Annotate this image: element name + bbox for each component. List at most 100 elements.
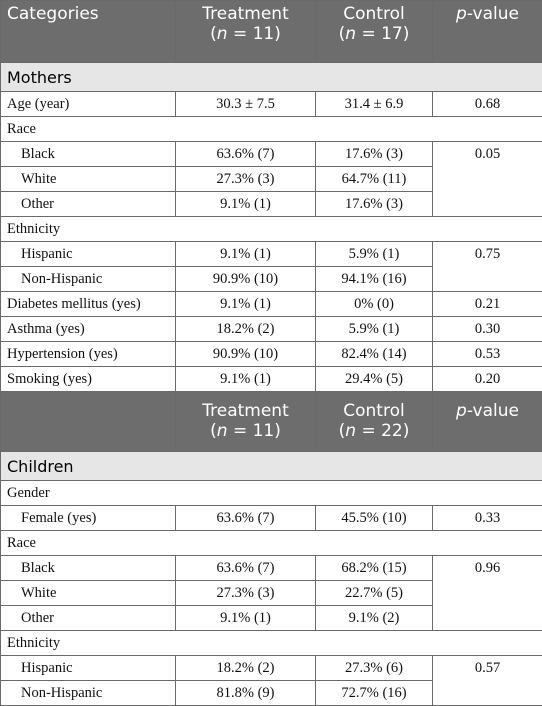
cell-value: 90.9% (10) xyxy=(175,341,316,367)
header-text: Control xyxy=(343,4,405,24)
p-value: 0.20 xyxy=(432,366,542,392)
header-text: -value xyxy=(466,4,519,24)
table-row: Ethnicity xyxy=(0,630,542,656)
row-label: Non-Hispanic xyxy=(0,680,176,706)
p-value: 0.57 xyxy=(432,655,542,706)
header-text: = 11) xyxy=(227,24,281,44)
section-label: Children xyxy=(0,451,542,481)
row-label: Hypertension (yes) xyxy=(0,341,176,367)
row-label: Diabetes mellitus (yes) xyxy=(0,291,176,317)
table-row: Female (yes) 63.6% (7) 45.5% (10) 0.33 xyxy=(0,505,542,531)
cell-value: 9.1% (2) xyxy=(315,605,433,631)
section-label: Mothers xyxy=(0,62,542,92)
cell-value: 9.1% (1) xyxy=(175,241,316,267)
row-label: Hispanic xyxy=(0,241,176,267)
group-label: Gender xyxy=(0,480,542,506)
header-cell: p-value xyxy=(432,0,542,63)
cell-value: 0% (0) xyxy=(315,291,433,317)
cell-value: 68.2% (15) xyxy=(315,555,433,581)
p-value: 0.05 xyxy=(432,141,542,217)
header-cell xyxy=(0,391,176,452)
header-text: n xyxy=(345,421,357,441)
header-text: = 11) xyxy=(227,421,281,441)
p-value: 0.53 xyxy=(432,341,542,367)
header-cell: Treatment (n = 11) xyxy=(175,391,316,452)
group-label: Race xyxy=(0,116,542,142)
table-row: Other 9.1% (1) 17.6% (3) xyxy=(0,191,542,217)
header-cell: Categories xyxy=(0,0,176,63)
cell-value: 29.4% (5) xyxy=(315,366,433,392)
table-row: Hypertension (yes) 90.9% (10) 82.4% (14) 0.… xyxy=(0,341,542,367)
header-text: ( xyxy=(210,421,217,441)
header-cell: Treatment (n = 11) xyxy=(175,0,316,63)
cell-value: 9.1% (1) xyxy=(175,605,316,631)
cell-value: 27.3% (6) xyxy=(315,655,433,681)
row-label: Female (yes) xyxy=(0,505,176,531)
table-row: White 27.3% (3) 64.7% (11) xyxy=(0,166,542,192)
table-row: Non-Hispanic 81.8% (9) 72.7% (16) xyxy=(0,680,542,706)
row-label: Asthma (yes) xyxy=(0,316,176,342)
header-text: Treatment xyxy=(202,4,289,24)
row-label: Non-Hispanic xyxy=(0,266,176,292)
table-row: Age (year) 30.3 ± 7.5 31.4 ± 6.9 0.68 xyxy=(0,91,542,117)
header-text: n xyxy=(345,24,357,44)
table-row: Race xyxy=(0,116,542,142)
cell-value: 9.1% (1) xyxy=(175,366,316,392)
header-text: n xyxy=(216,24,228,44)
row-label: Age (year) xyxy=(0,91,176,117)
header-text: p xyxy=(456,401,467,421)
cell-value: 30.3 ± 7.5 xyxy=(175,91,316,117)
header-text: n xyxy=(216,421,228,441)
table-row: White 27.3% (3) 22.7% (5) xyxy=(0,580,542,606)
cell-value: 63.6% (7) xyxy=(175,505,316,531)
cell-value: 5.9% (1) xyxy=(315,241,433,267)
table-row: Hispanic 9.1% (1) 5.9% (1) 0.75 xyxy=(0,241,542,292)
p-value: 0.68 xyxy=(432,91,542,117)
row-label: White xyxy=(0,580,176,606)
header-row: Categories Treatment (n = 11) Control (n = 1… xyxy=(0,0,542,63)
table-row: Black 63.6% (7) 68.2% (15) 0.96 xyxy=(0,555,542,631)
cell-value: 81.8% (9) xyxy=(175,680,316,706)
table-row: Race xyxy=(0,530,542,556)
section-row: Mothers xyxy=(0,62,542,92)
row-label: Black xyxy=(0,141,176,167)
cell-value: 63.6% (7) xyxy=(175,141,316,167)
cell-value: 17.6% (3) xyxy=(315,141,433,167)
section-row: Children xyxy=(0,451,542,481)
header-cell: Control (n = 22) xyxy=(315,391,433,452)
cell-value: 82.4% (14) xyxy=(315,341,433,367)
table-row: Smoking (yes) 9.1% (1) 29.4% (5) 0.20 xyxy=(0,366,542,392)
cell-value: 17.6% (3) xyxy=(315,191,433,217)
cell-value: 9.1% (1) xyxy=(175,291,316,317)
cell-value: 9.1% (1) xyxy=(175,191,316,217)
cell-value: 72.7% (16) xyxy=(315,680,433,706)
header-text: = 22) xyxy=(356,421,410,441)
group-label: Ethnicity xyxy=(0,216,542,242)
p-value: 0.33 xyxy=(432,505,542,531)
row-label: White xyxy=(0,166,176,192)
table-row: Asthma (yes) 18.2% (2) 5.9% (1) 0.30 xyxy=(0,316,542,342)
header-text: Control xyxy=(343,401,405,421)
header-text: ( xyxy=(210,24,217,44)
p-value: 0.21 xyxy=(432,291,542,317)
cell-value: 22.7% (5) xyxy=(315,580,433,606)
p-value: 0.30 xyxy=(432,316,542,342)
row-label: Hispanic xyxy=(0,655,176,681)
cell-value: 27.3% (3) xyxy=(175,580,316,606)
row-label: Other xyxy=(0,605,176,631)
header-text: Treatment xyxy=(202,401,289,421)
header-text: = 17) xyxy=(356,24,410,44)
header-text: ( xyxy=(338,421,346,441)
cell-value: 31.4 ± 6.9 xyxy=(315,91,433,117)
p-value: 0.75 xyxy=(432,241,542,292)
header-text: ( xyxy=(338,24,346,44)
cell-value: 27.3% (3) xyxy=(175,166,316,192)
group-label: Ethnicity xyxy=(0,630,542,656)
header-text: p xyxy=(456,4,467,24)
cell-value: 18.2% (2) xyxy=(175,316,316,342)
group-label: Race xyxy=(0,530,542,556)
header-cell: Control (n = 17) xyxy=(315,0,433,63)
cell-value: 45.5% (10) xyxy=(315,505,433,531)
